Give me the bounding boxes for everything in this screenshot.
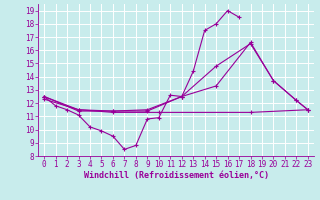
X-axis label: Windchill (Refroidissement éolien,°C): Windchill (Refroidissement éolien,°C) bbox=[84, 171, 268, 180]
